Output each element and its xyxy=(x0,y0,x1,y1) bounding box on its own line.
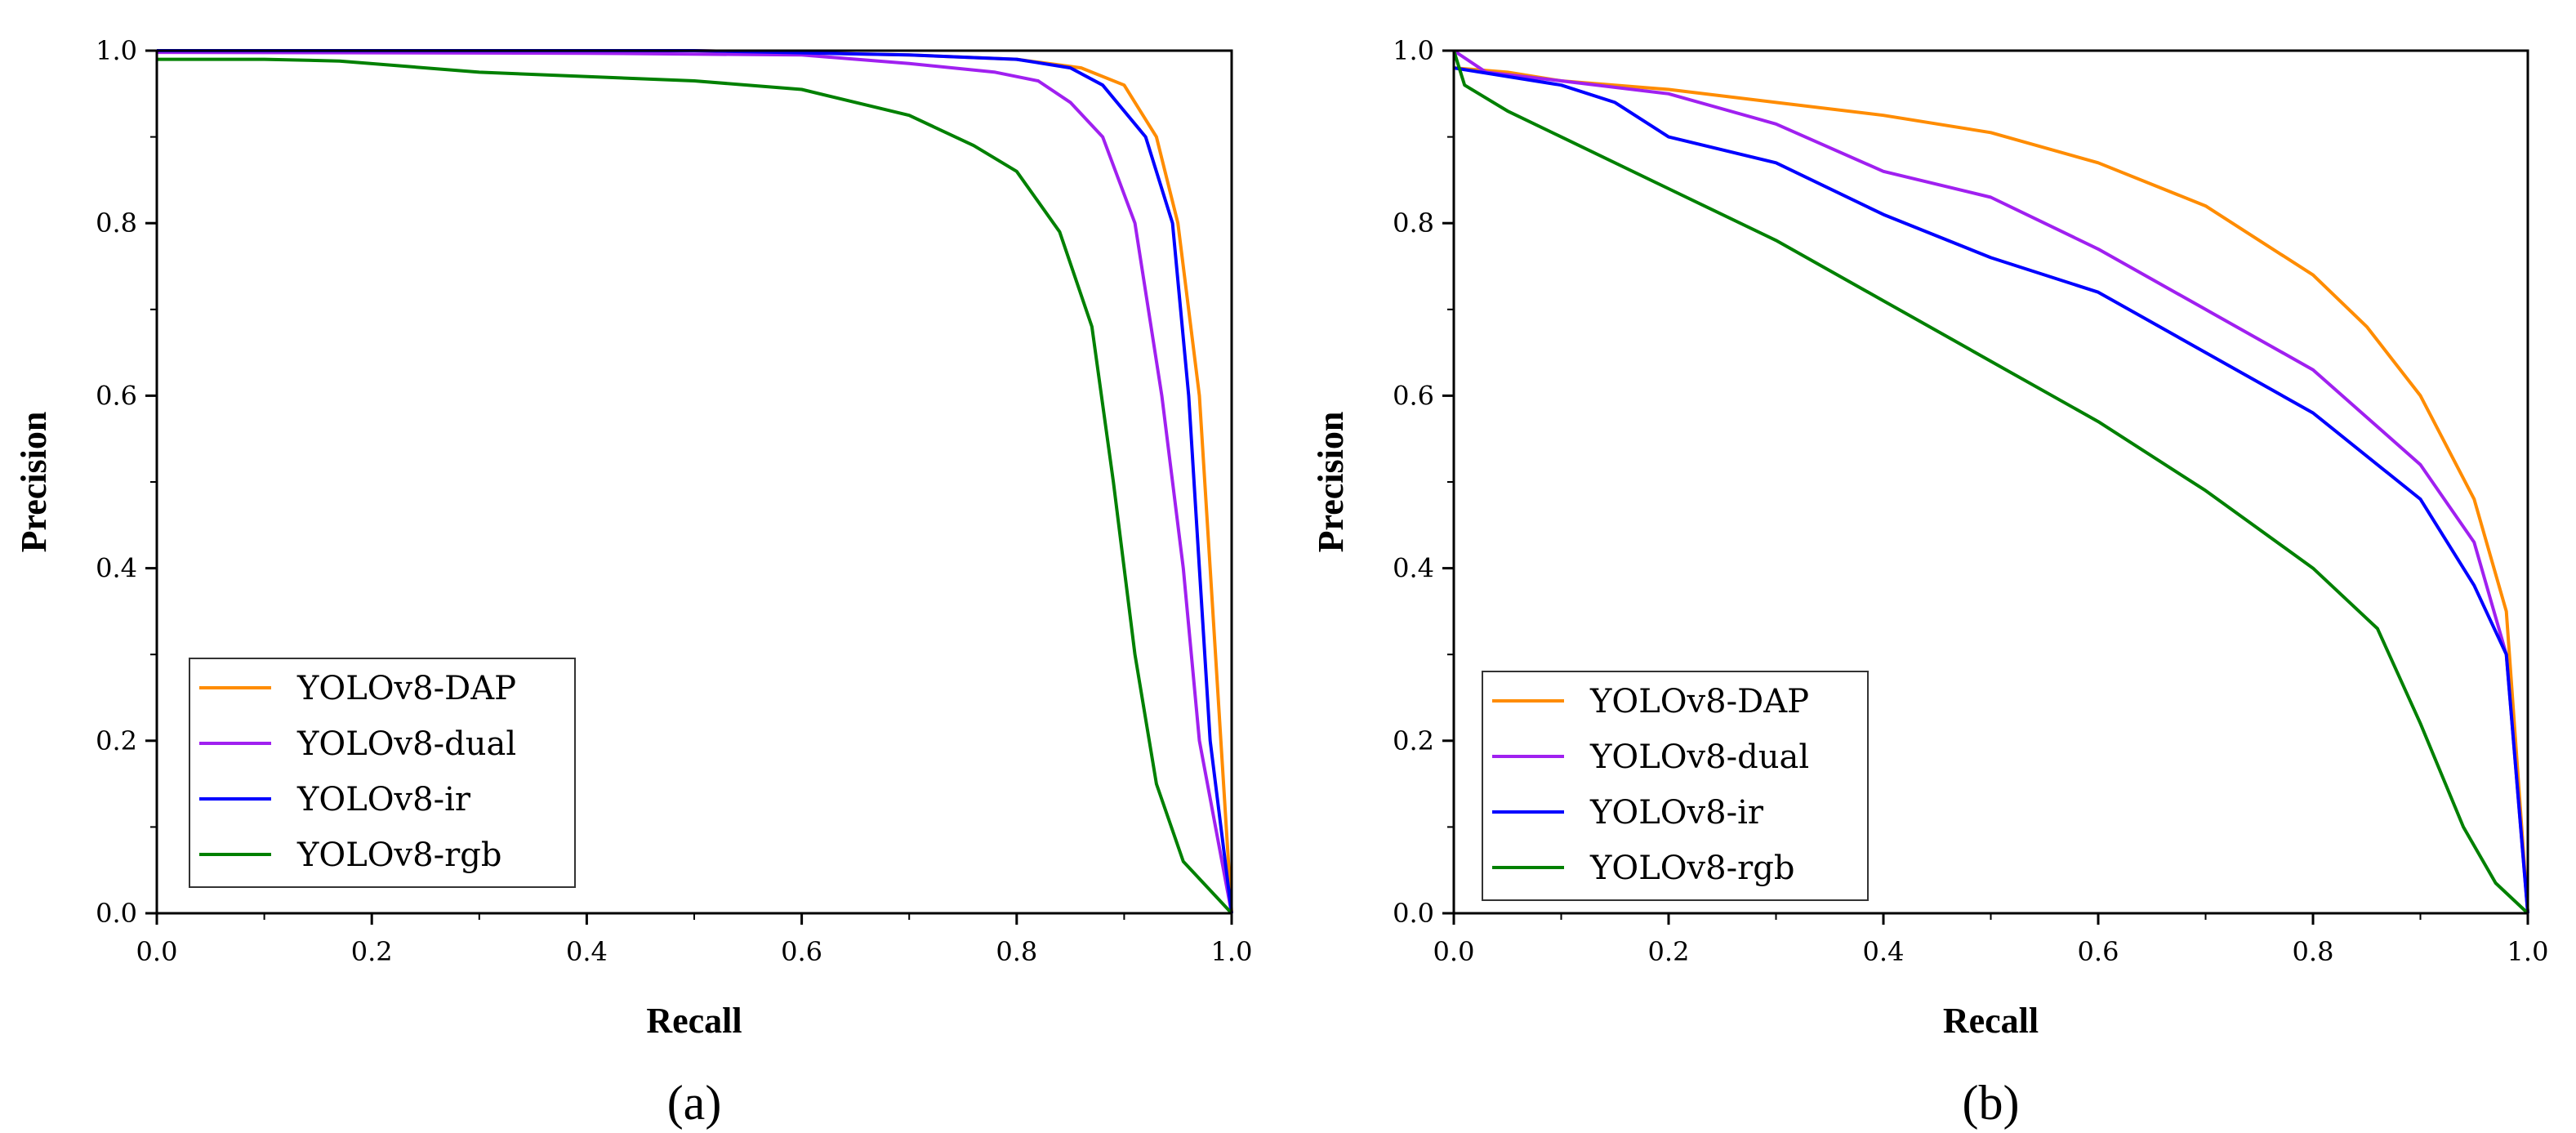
y-tick-label: 0.8 xyxy=(1393,207,1434,239)
panel-b: 0.0 0.2 0.4 0.6 0.8 1.0 0.0 0.2 0.4 0.6 0.8 1.0 Reca… xyxy=(1311,35,2548,1130)
y-tick-label: 1.0 xyxy=(96,35,137,66)
x-axis-title: Recall xyxy=(1943,1001,2039,1041)
y-tick-label: 0.2 xyxy=(96,725,137,756)
x-tick-label: 0.8 xyxy=(2293,936,2334,967)
legend-label: YOLOv8-dual xyxy=(296,725,516,763)
series-line-yolov8-dual xyxy=(156,51,1233,914)
legend-label: YOLOv8-DAP xyxy=(296,670,516,707)
y-axis-title: Precision xyxy=(1311,412,1351,553)
series-line-yolov8-ir xyxy=(157,49,1233,914)
x-tick-label: 1.0 xyxy=(1211,936,1253,967)
panel-label: (b) xyxy=(1963,1076,2020,1130)
x-tick-label: 0.2 xyxy=(351,936,393,967)
series-line-yolov8-rgb xyxy=(1452,50,2529,915)
x-tick-label: 0.0 xyxy=(136,936,178,967)
y-tick-label: 0.0 xyxy=(1393,898,1434,929)
y-tick-label: 1.0 xyxy=(1393,35,1434,66)
y-tick-label: 0.8 xyxy=(96,207,137,239)
x-tick-label: 1.0 xyxy=(2507,936,2549,967)
panel-a: 0.0 0.2 0.4 0.6 0.8 1.0 0.0 0.2 0.4 0.6 0.8 1.0 Reca… xyxy=(14,35,1252,1130)
y-tick-label: 0.0 xyxy=(96,898,137,929)
series-line-yolov8-dual xyxy=(1452,49,2529,914)
y-axis-title: Precision xyxy=(14,412,54,553)
x-tick-label: 0.2 xyxy=(1648,936,1690,967)
legend-label: YOLOv8-rgb xyxy=(1589,850,1794,887)
legend: YOLOv8-DAP YOLOv8-dual YOLOv8-ir YOLOv8-rgb xyxy=(1482,671,1869,901)
legend-label: YOLOv8-ir xyxy=(1589,794,1764,832)
x-axis-title: Recall xyxy=(646,1001,742,1041)
x-tick-label: 0.0 xyxy=(1433,936,1475,967)
x-tick-label: 0.4 xyxy=(566,936,608,967)
series-line-yolov8-ir xyxy=(1453,66,2529,914)
y-tick-label: 0.4 xyxy=(96,553,137,584)
x-tick-label: 0.6 xyxy=(781,936,822,967)
legend-label: YOLOv8-ir xyxy=(296,781,471,819)
panel-label: (a) xyxy=(667,1076,722,1130)
legend-label: YOLOv8-rgb xyxy=(296,836,501,874)
y-tick-label: 0.6 xyxy=(96,380,137,411)
y-tick-label: 0.6 xyxy=(1393,380,1434,411)
y-tick-label: 0.4 xyxy=(1393,553,1434,584)
series-line-yolov8-rgb xyxy=(157,57,1233,915)
x-tick-label: 0.4 xyxy=(1863,936,1905,967)
legend-box xyxy=(189,658,576,888)
x-tick-label: 0.6 xyxy=(2078,936,2119,967)
legend-label: YOLOv8-DAP xyxy=(1589,683,1809,720)
legend-label: YOLOv8-dual xyxy=(1589,738,1809,776)
y-tick-label: 0.2 xyxy=(1393,725,1434,756)
x-tick-label: 0.8 xyxy=(996,936,1037,967)
legend-box xyxy=(1482,671,1869,901)
legend: YOLOv8-DAP YOLOv8-dual YOLOv8-ir YOLOv8-rgb xyxy=(189,658,576,888)
